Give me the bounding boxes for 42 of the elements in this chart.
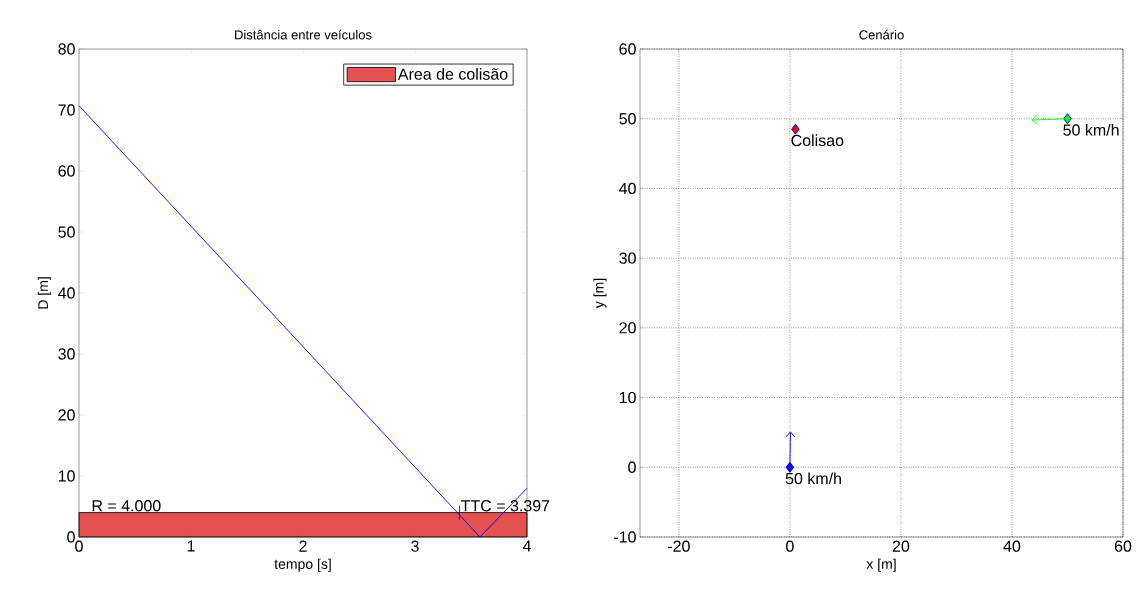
legend-label: Area de colisão xyxy=(397,68,508,80)
y-tick-label: 60 xyxy=(58,165,75,177)
annotation: R = 4.000 xyxy=(92,500,161,512)
x-tick-label: 0 xyxy=(786,540,794,552)
point xyxy=(1063,113,1072,125)
x-tick-label: 20 xyxy=(892,540,910,552)
y-tick-label: 10 xyxy=(58,470,75,482)
y-tick-label: 20 xyxy=(58,409,75,421)
y-tick-label: 50 xyxy=(619,113,636,125)
x-axis-title: x [m] xyxy=(866,558,896,572)
y-tick-label: 40 xyxy=(619,182,636,195)
y-tick-label: 0 xyxy=(67,531,75,543)
y-axis-title: y [m] xyxy=(593,278,607,309)
x-tick-label: 2 xyxy=(299,540,307,552)
x-tick-label: 0 xyxy=(75,540,83,552)
point xyxy=(785,461,795,473)
point xyxy=(791,123,800,135)
annotation: Colisao xyxy=(791,134,844,147)
x-tick-label: 1 xyxy=(187,540,195,552)
y-tick-label: 30 xyxy=(58,348,75,360)
x-tick-label: 4 xyxy=(522,540,531,552)
y-tick-label: 80 xyxy=(58,43,75,55)
y-tick-label: 60 xyxy=(619,43,636,55)
y-tick-label: 10 xyxy=(619,391,636,404)
x-tick-label: 40 xyxy=(1003,540,1021,552)
y-tick-label: 50 xyxy=(58,226,75,238)
chart-title: Cenário xyxy=(859,29,904,40)
y-tick-label: 70 xyxy=(58,104,75,116)
x-tick-label: -20 xyxy=(668,540,690,552)
y-tick-label: 30 xyxy=(619,252,636,264)
chart-title: Distância entre veículos xyxy=(235,29,372,40)
x-axis-title: tempo [s] xyxy=(274,558,331,572)
x-tick-label: 60 xyxy=(1114,540,1132,552)
annotation: TTC = 3.397 xyxy=(461,500,550,512)
y-tick-label: 40 xyxy=(58,287,75,299)
y-tick-label: -10 xyxy=(614,531,636,543)
x-tick-label: 3 xyxy=(411,540,419,552)
annotation: 50 km/h xyxy=(785,472,841,485)
y-tick-label: 0 xyxy=(628,461,636,473)
y-axis-title: D [m] xyxy=(37,277,51,309)
y-tick-label: 20 xyxy=(619,322,636,334)
annotation: 50 km/h xyxy=(1063,123,1119,136)
